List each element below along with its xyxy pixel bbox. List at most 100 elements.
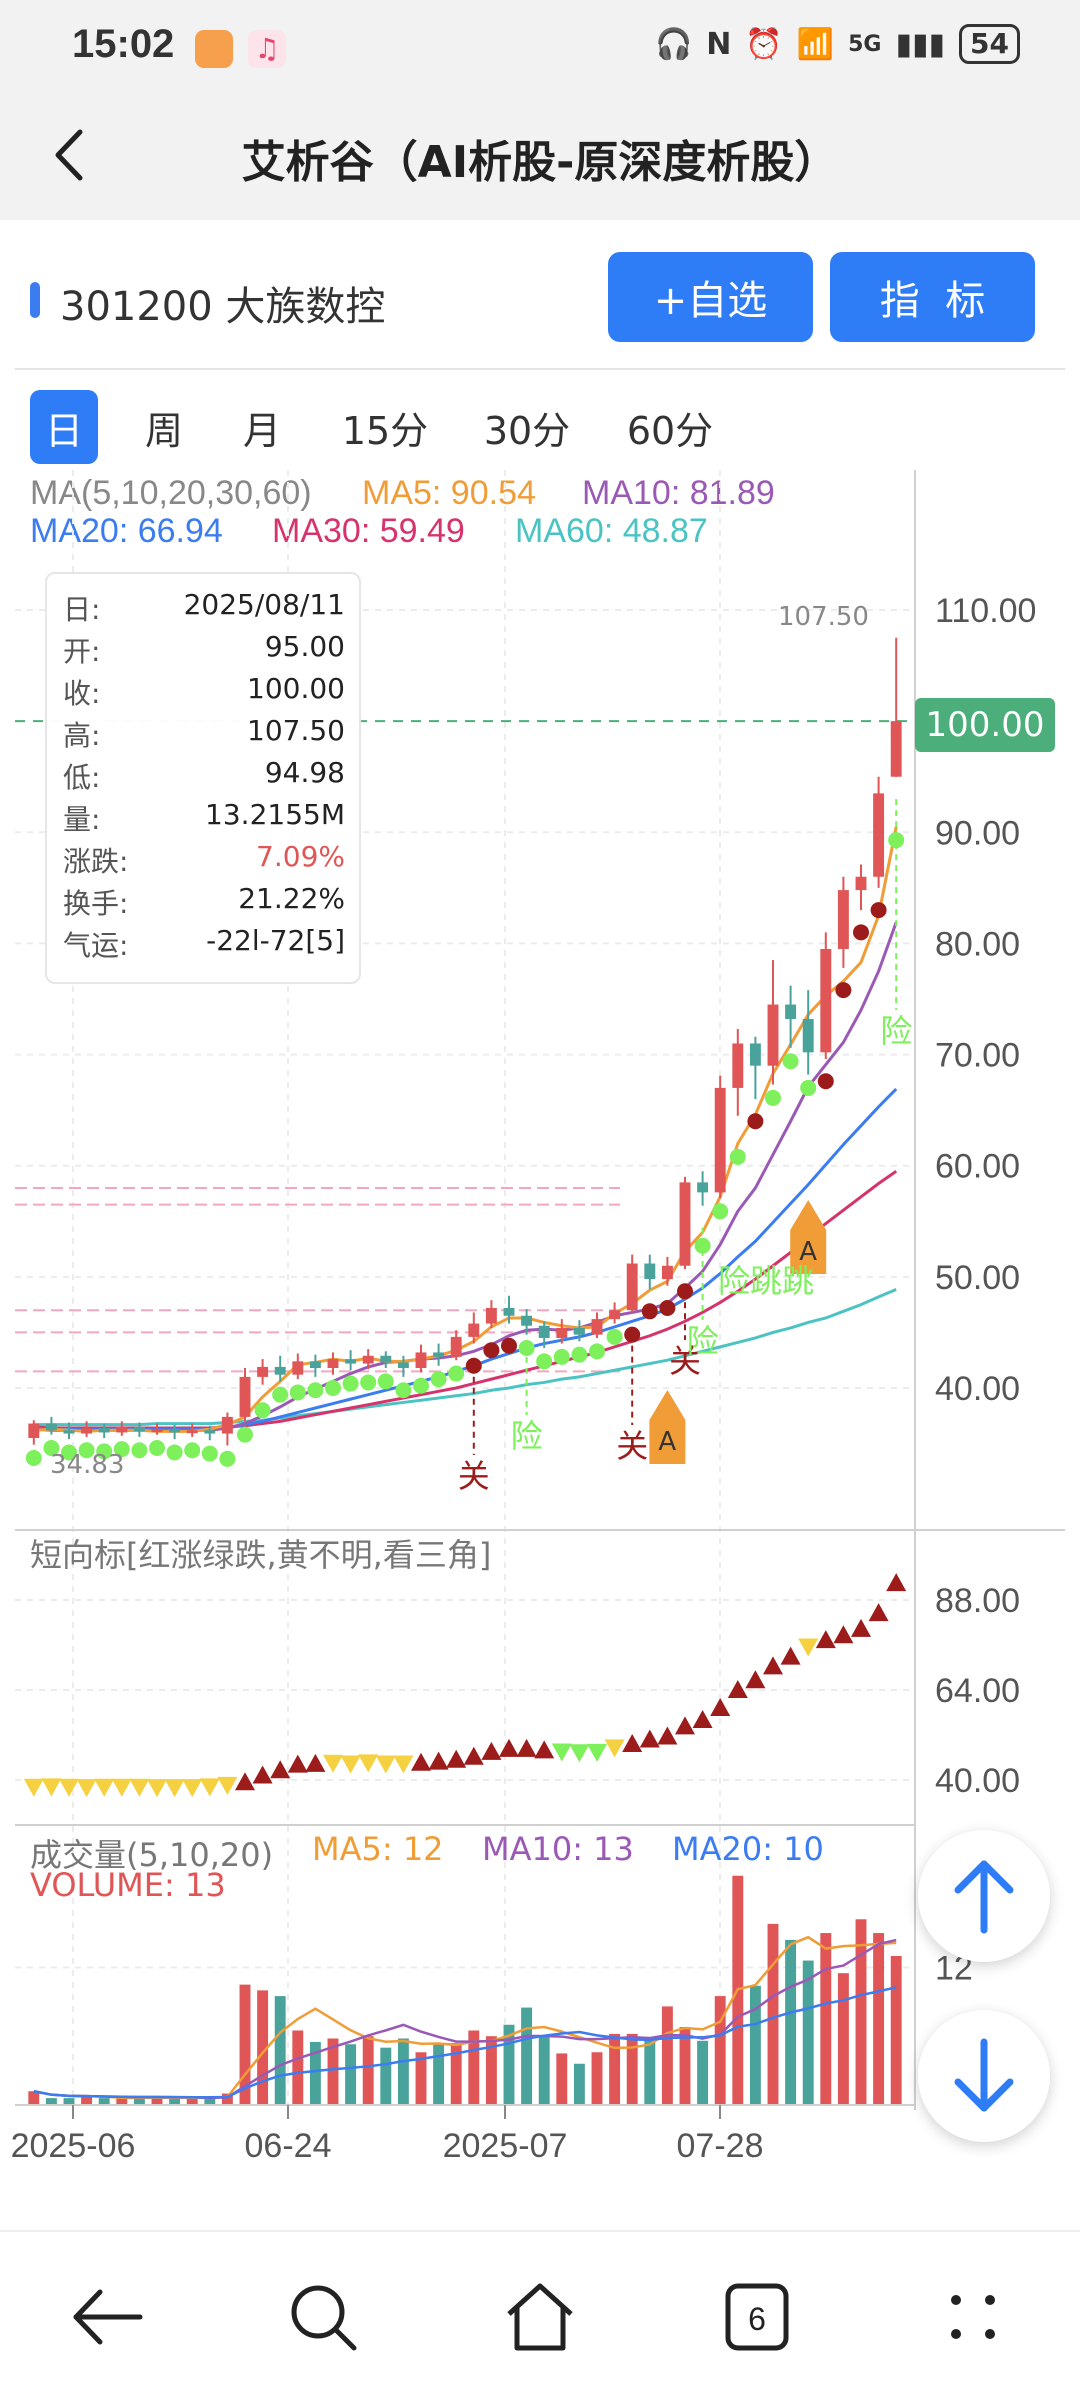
sub-up-triangle (675, 1716, 695, 1735)
close-signal-dot (870, 902, 887, 919)
volume-bar (257, 1990, 269, 2105)
volume-bar (521, 2007, 533, 2105)
volume-bar (785, 1939, 797, 2105)
candle-body (433, 1352, 445, 1357)
sub-indicator-chart (15, 1529, 1065, 1798)
sub-unclear-triangle (587, 1743, 607, 1762)
nav-header: 艾析谷（AI析股-原深度析股） (0, 90, 1080, 220)
chevron-left-icon[interactable] (38, 120, 108, 190)
ma10-legend: MA10: 81.89 (582, 474, 775, 512)
sub-up-triangle (886, 1573, 907, 1592)
volume-ma10-legend: MA10: 13 (482, 1830, 634, 1868)
tab-30min[interactable]: 30分 (483, 408, 571, 453)
volume-bar (661, 2006, 673, 2105)
sub-axis-label: 40.00 (935, 1762, 1020, 1800)
home-icon[interactable] (495, 2272, 585, 2362)
sub-unclear-triangle (111, 1778, 132, 1797)
more-menu-icon[interactable] (928, 2272, 1018, 2362)
sub-indicator-title: 短向标[红涨绿跌,黄不明,看三角] (30, 1536, 492, 1574)
risk-signal-dot (254, 1402, 271, 1419)
tab-60min[interactable]: 60分 (626, 408, 714, 453)
candle-body (855, 876, 867, 891)
volume-bar (855, 1919, 867, 2105)
candle-body (626, 1263, 638, 1311)
candle-body (573, 1327, 585, 1335)
volume-bar (204, 2098, 216, 2105)
signal-label: 险 (687, 1322, 719, 1360)
close-signal-dot (853, 924, 869, 941)
volume-bar (679, 2027, 691, 2105)
date-axis-label: 07-28 (677, 2127, 764, 2165)
sub-up-triangle (745, 1670, 766, 1689)
tooltip-row: 气运: -22l-72[5] (63, 924, 345, 962)
volume-bar (820, 1933, 832, 2105)
indicator-button[interactable]: 指 标 (830, 252, 1035, 342)
tooltip-row: 开: 95.00 (63, 630, 345, 668)
candle-body (309, 1361, 321, 1368)
candle-body (257, 1366, 269, 1377)
sub-axis-label: 64.00 (935, 1672, 1020, 1710)
volume-bar (63, 2098, 75, 2105)
volume-bar (28, 2091, 40, 2105)
date-axis-label: 2025-06 (11, 2127, 136, 2165)
signal-label: 关 (669, 1342, 701, 1380)
sub-up-triangle (657, 1726, 678, 1745)
candle-body (873, 793, 885, 877)
scroll-up-button[interactable] (918, 1830, 1050, 1962)
search-icon[interactable] (278, 2272, 368, 2362)
sub-up-triangle (727, 1680, 748, 1698)
price-axis-label: 80.00 (935, 925, 1020, 963)
risk-signal-dot (413, 1377, 429, 1394)
tab-month[interactable]: 月 (242, 408, 281, 453)
app-notification-icon (195, 30, 233, 68)
tab-day[interactable]: 日 (30, 390, 98, 464)
risk-signal-dot (782, 1053, 799, 1070)
candle-body (538, 1325, 550, 1338)
candle-body (28, 1423, 40, 1439)
tab-week[interactable]: 周 (144, 408, 183, 453)
candle-body (785, 1004, 797, 1020)
network-label: 5G (848, 31, 882, 57)
tab-15min[interactable]: 15分 (341, 408, 429, 453)
music-notification-icon: ♫ (248, 30, 286, 68)
ohlc-tooltip: 日: 2025/08/11 开: 95.00 收: 100.00 高: 107.50 低… (45, 572, 361, 984)
ma60-legend: MA60: 48.87 (515, 512, 708, 550)
volume-bar (644, 2038, 656, 2105)
candle-body (485, 1307, 497, 1324)
candle-body (556, 1327, 568, 1338)
volume-bar (802, 1960, 814, 2105)
bottom-nav: 6 (0, 2230, 1080, 2402)
volume-bar (573, 2063, 585, 2105)
sub-up-triangle (622, 1734, 643, 1752)
risk-signal-dot (589, 1343, 605, 1360)
volume-bar (292, 2030, 304, 2105)
a-signal-badge (649, 1390, 686, 1464)
svg-text:6: 6 (748, 2301, 766, 2337)
tabs-icon[interactable]: 6 (712, 2272, 802, 2362)
candle-body (63, 1430, 75, 1434)
add-watchlist-button[interactable]: +自选 (608, 252, 813, 342)
sub-unclear-triangle (323, 1754, 343, 1773)
risk-signal-dot (765, 1089, 781, 1106)
tooltip-row: 低: 94.98 (63, 756, 345, 794)
close-signal-dot (483, 1342, 500, 1359)
sub-unclear-triangle (604, 1739, 625, 1758)
volume-bar (397, 2038, 409, 2105)
price-axis-label: 70.00 (935, 1037, 1020, 1075)
ma5-legend: MA5: 90.54 (362, 474, 536, 512)
candle-body (679, 1182, 691, 1266)
scroll-down-button[interactable] (918, 2010, 1050, 2142)
candle-body (732, 1043, 744, 1088)
volume-bar (485, 2036, 497, 2105)
risk-signal-dot (96, 1443, 113, 1460)
back-arrow-icon[interactable] (62, 2272, 152, 2362)
volume-bar (433, 2043, 445, 2105)
candle-body (292, 1361, 304, 1375)
arrow-down-icon (954, 2038, 1014, 2112)
signal-icon: ▮▮▮ (895, 26, 946, 62)
a-signal-label: A (799, 1237, 817, 1267)
volume-bar (45, 2098, 57, 2105)
sub-unclear-triangle (393, 1755, 414, 1774)
